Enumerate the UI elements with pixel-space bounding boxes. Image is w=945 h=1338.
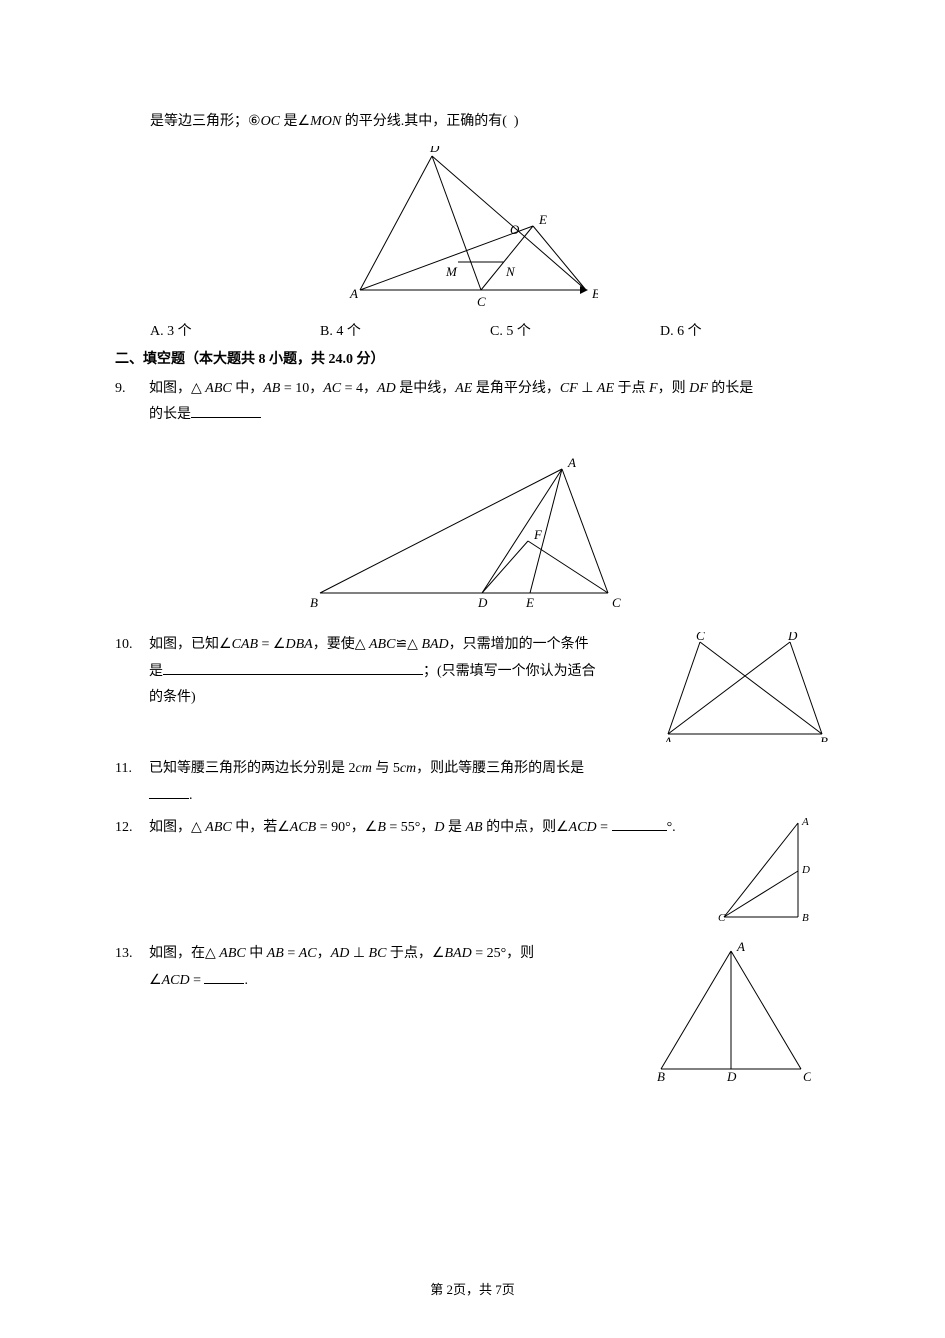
svg-text:M: M	[445, 264, 458, 279]
svg-text:B: B	[820, 734, 828, 742]
page: 是等边三角形；⑥OC 是∠MON 的平分线.其中，正确的有( ) A C B M N O E…	[0, 0, 945, 1338]
q8-option-b: B. 4 个	[320, 320, 490, 340]
q10: 10. 如图，已知∠CAB = ∠DBA，要使△ ABC≌△ BAD，只需增加的…	[115, 632, 830, 742]
q10-line2: 是；(只需填写一个你认为适合	[149, 659, 648, 686]
q13: 13. 如图，在△ ABC 中 AB = AC，AD ⊥ BC 于点，∠BAD …	[115, 941, 830, 1081]
svg-text:C: C	[612, 595, 621, 608]
svg-text:D: D	[726, 1069, 737, 1081]
svg-text:D: D	[787, 632, 798, 643]
q9: 9. 如图，△ ABC 中，AB = 10，AC = 4，AD 是中线，AE 是…	[115, 376, 830, 429]
q8-figure: A C B M N O E D	[348, 146, 598, 306]
q11-text: 已知等腰三角形的两边长分别是 2cm 与 5cm，则此等腰三角形的周长是	[149, 761, 584, 776]
svg-text:D: D	[477, 595, 488, 608]
q10-number: 10.	[115, 632, 149, 659]
svg-text:F: F	[533, 527, 543, 542]
q10-blank	[163, 660, 423, 675]
svg-text:O: O	[510, 222, 520, 237]
page-footer: 第 2页，共 7页	[0, 1279, 945, 1298]
q9-figure: B D E C A F	[308, 453, 638, 608]
svg-text:D: D	[801, 864, 810, 876]
svg-text:D: D	[429, 146, 440, 155]
svg-text:C: C	[803, 1069, 811, 1081]
svg-text:E: E	[525, 595, 534, 608]
q12: 12. 如图，△ ABC 中，若∠ACB = 90°，∠B = 55°，D 是 …	[115, 815, 830, 925]
q9-number: 9.	[115, 376, 149, 403]
q13-line1: 如图，在△ ABC 中 AB = AC，AD ⊥ BC 于点，∠BAD = 25…	[149, 941, 639, 968]
svg-text:A: A	[567, 455, 576, 470]
q8-options: A. 3 个 B. 4 个 C. 5 个 D. 6 个	[150, 320, 830, 340]
q12-text: 如图，△ ABC 中，若∠ACB = 90°，∠B = 55°，D 是 AB 的…	[149, 820, 608, 835]
q11-blank	[149, 784, 189, 799]
q9-blank	[191, 403, 261, 418]
q10-body: 如图，已知∠CAB = ∠DBA，要使△ ABC≌△ BAD，只需增加的一个条件…	[149, 632, 648, 712]
svg-text:C: C	[696, 632, 705, 643]
svg-text:A: A	[736, 941, 745, 954]
svg-text:A: A	[801, 816, 809, 828]
svg-text:B: B	[802, 912, 809, 924]
q8-continuation: 是等边三角形；⑥OC 是∠MON 的平分线.其中，正确的有( )	[150, 110, 830, 134]
q11-number: 11.	[115, 756, 149, 783]
q11: 11. 已知等腰三角形的两边长分别是 2cm 与 5cm，则此等腰三角形的周长是…	[115, 756, 830, 809]
svg-text:E: E	[538, 212, 547, 227]
q8-option-d: D. 6 个	[660, 320, 830, 340]
q13-line2: ∠ACD = .	[149, 968, 639, 995]
svg-text:C: C	[477, 294, 486, 306]
svg-text:A: A	[663, 734, 672, 742]
q10-line3: 的条件)	[149, 685, 648, 712]
q10-line1: 如图，已知∠CAB = ∠DBA，要使△ ABC≌△ BAD，只需增加的一个条件	[149, 632, 648, 659]
q12-blank	[612, 816, 667, 831]
q9-body: 如图，△ ABC 中，AB = 10，AC = 4，AD 是中线，AE 是角平分…	[149, 376, 830, 429]
svg-text:N: N	[505, 264, 516, 279]
q11-body: 已知等腰三角形的两边长分别是 2cm 与 5cm，则此等腰三角形的周长是 .	[149, 756, 830, 809]
section-2-header: 二、填空题（本大题共 8 小题，共 24.0 分）	[115, 348, 830, 368]
q8-option-c: C. 5 个	[490, 320, 660, 340]
svg-text:A: A	[349, 286, 358, 301]
svg-text:C: C	[718, 912, 726, 924]
q13-blank	[204, 969, 244, 984]
q8-option-a: A. 3 个	[150, 320, 320, 340]
q10-figure: A B C D	[660, 632, 830, 742]
q13-figure: A B D C	[651, 941, 811, 1081]
q13-body: 如图，在△ ABC 中 AB = AC，AD ⊥ BC 于点，∠BAD = 25…	[149, 941, 639, 994]
q12-figure: A D B C	[716, 815, 816, 925]
q12-number: 12.	[115, 815, 149, 842]
svg-text:B: B	[592, 286, 598, 301]
svg-text:B: B	[310, 595, 318, 608]
q13-number: 13.	[115, 941, 149, 968]
q12-body: 如图，△ ABC 中，若∠ACB = 90°，∠B = 55°，D 是 AB 的…	[149, 815, 704, 842]
svg-text:B: B	[657, 1069, 665, 1081]
q9-text: 如图，△ ABC 中，AB = 10，AC = 4，AD 是中线，AE 是角平分…	[149, 381, 753, 396]
